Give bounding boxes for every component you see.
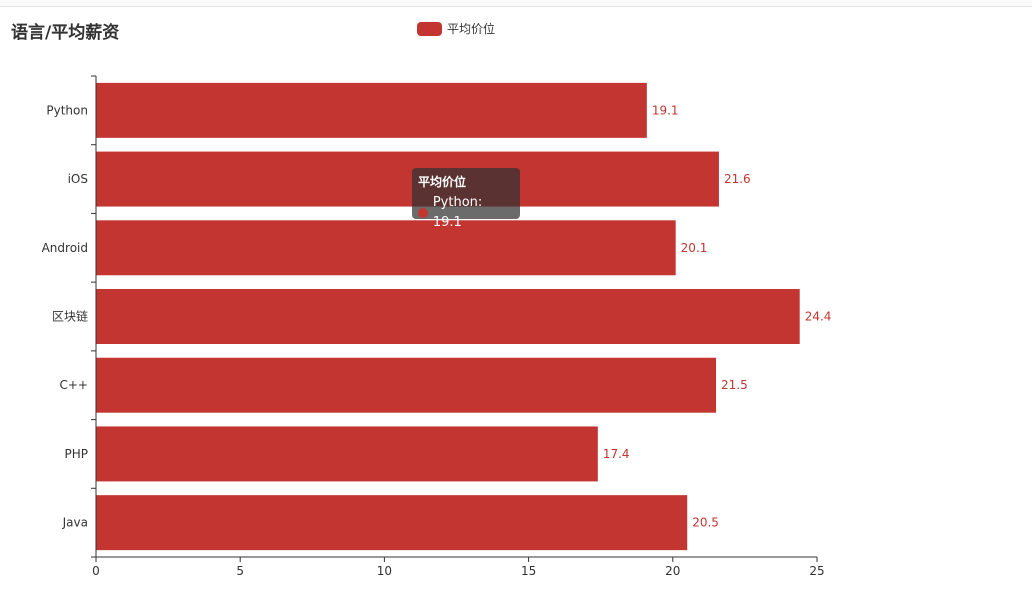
bar-4[interactable] (96, 357, 717, 413)
tooltip-title: 平均价位 (418, 175, 467, 189)
legend-label: 平均价位 (447, 22, 496, 36)
x-tick-label-5: 25 (809, 564, 824, 578)
x-tick-label-4: 20 (665, 564, 680, 578)
chart-title: 语言/平均薪资 (11, 23, 120, 43)
window-top-border (0, 0, 1032, 7)
tooltip-text: Python: 19.1 (432, 195, 483, 230)
y-tick-label-1: iOS (68, 172, 88, 186)
y-tick-label-5: PHP (65, 447, 89, 461)
tooltip: 平均价位 Python: 19.1 (412, 168, 520, 230)
tooltip-series-dot (418, 208, 428, 218)
x-tick-label-2: 10 (377, 564, 392, 578)
x-tick-label-3: 15 (521, 564, 536, 578)
bar-1[interactable] (96, 151, 719, 207)
y-axis: Python iOS Android 区块链 C++ PHP Java (42, 75, 97, 558)
bar-0[interactable] (96, 82, 647, 138)
data-label-5: 17.4 (603, 447, 630, 461)
bar-6[interactable] (96, 495, 688, 551)
data-labels-group: 19.1 21.6 20.1 24.4 21.5 17.4 20.5 (603, 103, 832, 529)
y-tick-label-4: C++ (60, 378, 89, 392)
y-tick-label-6: Java (62, 516, 88, 530)
legend-item[interactable]: 平均价位 (417, 20, 495, 37)
data-label-1: 21.6 (724, 172, 751, 186)
x-tick-label-1: 5 (236, 564, 244, 578)
data-label-3: 24.4 (805, 310, 832, 324)
bar-3[interactable] (96, 289, 800, 344)
data-label-6: 20.5 (692, 516, 719, 530)
bar-5[interactable] (96, 426, 598, 482)
y-tick-label-3: 区块链 (52, 309, 88, 324)
legend-swatch (417, 21, 442, 36)
x-axis: 0 5 10 15 20 25 (92, 556, 825, 578)
tooltip-row: Python: 19.1 (418, 193, 514, 233)
data-label-4: 21.5 (721, 378, 748, 392)
bar-2[interactable] (96, 220, 676, 276)
bars-group (96, 82, 800, 551)
y-tick-label-2: Android (42, 241, 88, 255)
data-label-0: 19.1 (652, 103, 679, 117)
x-tick-label-0: 0 (92, 564, 100, 578)
data-label-2: 20.1 (681, 241, 708, 255)
y-tick-label-0: Python (46, 103, 88, 117)
